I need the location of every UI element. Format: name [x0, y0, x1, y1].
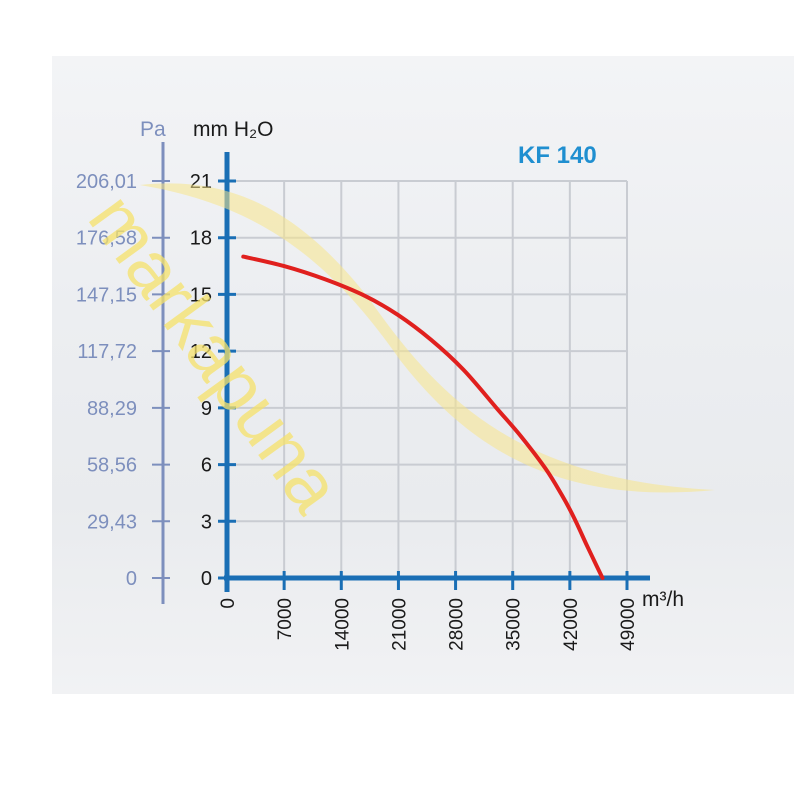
x-axis-ticks: 0 7000 14000 21000 28000 35000 42000 49000 — [218, 571, 639, 651]
pa-tick-label: 117,72 — [77, 341, 137, 363]
pa-tick-label: 0 — [126, 568, 137, 590]
y-tick-label: 0 — [201, 568, 212, 590]
pa-unit-label: Pa — [140, 118, 166, 141]
pa-axis-ticks: 0 29,43 58,56 88,29 117,72 147,15 176,58 206,01 — [76, 171, 170, 590]
y-tick-label: 15 — [190, 284, 212, 306]
y-tick-label: 9 — [201, 398, 212, 420]
pa-tick-label: 206,01 — [76, 171, 137, 193]
x-tick-label: 7000 — [275, 598, 296, 640]
x-tick-label: 0 — [218, 598, 239, 609]
chart-title: KF 140 — [518, 142, 597, 169]
y-tick-label: 3 — [201, 511, 212, 533]
y-tick-label: 12 — [190, 341, 212, 363]
pa-tick-label: 88,29 — [87, 398, 137, 420]
x-tick-label: 35000 — [504, 598, 525, 651]
x-tick-label: 28000 — [447, 598, 468, 651]
y-tick-label: 18 — [190, 228, 212, 250]
pa-tick-label: 29,43 — [87, 511, 137, 533]
grid — [227, 180, 628, 578]
pa-tick-label: 176,58 — [76, 228, 137, 250]
y-tick-label: 6 — [201, 455, 212, 477]
pa-tick-label: 58,56 — [87, 455, 137, 477]
x-tick-label: 42000 — [561, 598, 582, 651]
performance-curve — [241, 254, 605, 580]
x-tick-label: 21000 — [389, 598, 410, 651]
x-tick-label: 14000 — [332, 598, 353, 651]
x-axis-unit-label: m³/h — [642, 588, 684, 611]
pa-tick-label: 147,15 — [76, 284, 137, 306]
y-axis-unit-label: mm H₂O — [193, 118, 273, 141]
x-tick-label: 49000 — [618, 598, 639, 651]
